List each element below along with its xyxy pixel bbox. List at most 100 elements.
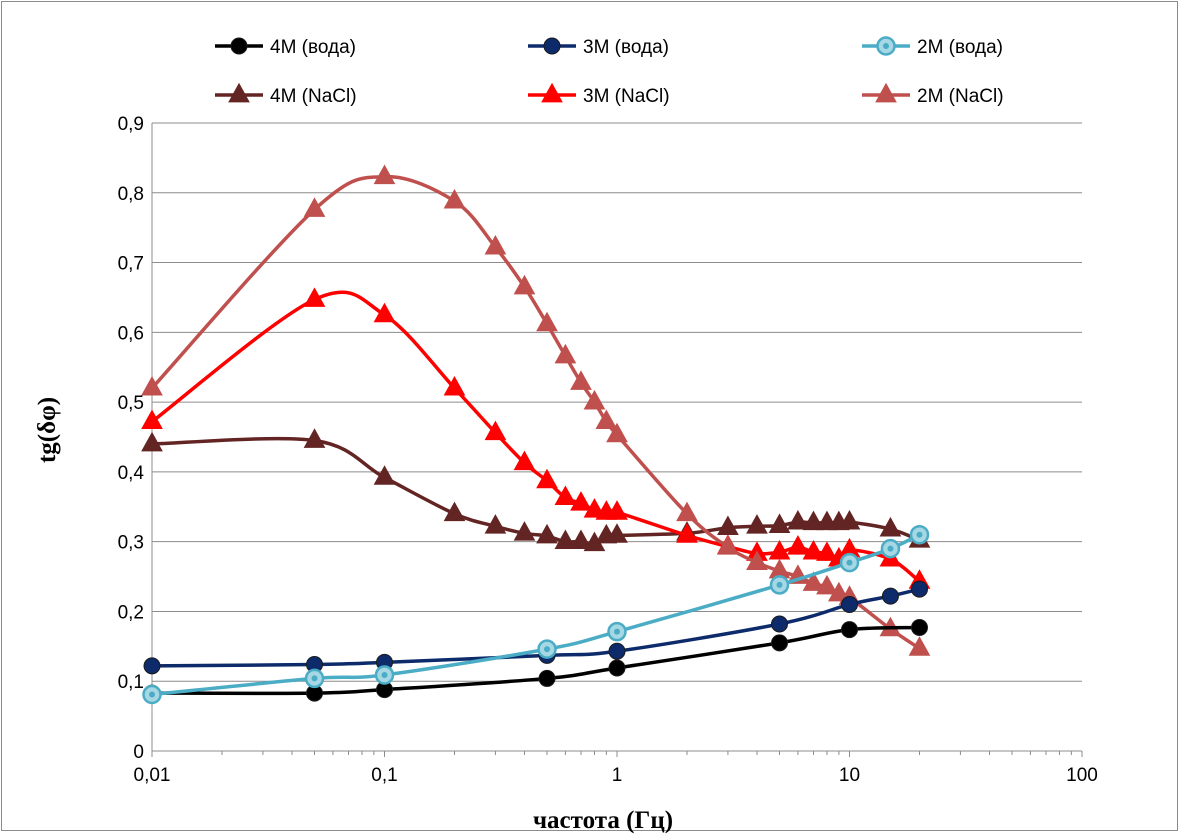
data-point-center xyxy=(544,646,551,653)
data-point xyxy=(841,621,858,639)
data-point xyxy=(554,529,577,550)
data-point xyxy=(676,523,698,543)
data-point xyxy=(536,311,558,332)
grid-lines xyxy=(152,122,1082,682)
data-point xyxy=(141,375,163,396)
y-tick-label: 0,4 xyxy=(118,463,145,484)
data-point xyxy=(608,659,626,677)
legend-marker-center xyxy=(883,43,889,49)
data-point xyxy=(606,422,628,443)
series-1 xyxy=(143,618,928,702)
data-point xyxy=(484,235,507,255)
legend-marker xyxy=(230,37,248,55)
legend-item: 3M (NaCl) xyxy=(528,82,670,107)
data-point xyxy=(879,516,902,537)
data-point xyxy=(787,535,809,555)
series-6 xyxy=(141,164,931,656)
x-tick-label: 10 xyxy=(839,765,860,786)
data-point xyxy=(554,343,577,364)
x-tick-label: 1 xyxy=(612,765,623,786)
data-point xyxy=(802,539,825,560)
series-2 xyxy=(143,580,928,675)
y-tick-label: 0,6 xyxy=(118,323,144,344)
legend-item: 3M (вода) xyxy=(528,37,669,58)
x-tick-label: 100 xyxy=(1066,765,1098,786)
data-point xyxy=(608,642,626,660)
data-point xyxy=(141,431,163,452)
y-axis-title: tg(δφ) xyxy=(34,397,61,463)
legend-label: 4M (NaCl) xyxy=(270,86,357,107)
data-point xyxy=(595,409,618,429)
legend: 4M (вода) 3M (вода) 2M (вода) 4M (NaCl) 3M (… xyxy=(215,36,1004,107)
data-point-center xyxy=(381,671,388,678)
y-tick-label: 0,2 xyxy=(118,602,144,623)
data-point xyxy=(513,521,536,541)
data-point xyxy=(908,636,931,656)
legend-label: 3M (NaCl) xyxy=(583,86,670,107)
series-3 xyxy=(142,524,930,705)
data-point xyxy=(816,541,838,561)
data-point xyxy=(802,571,825,591)
data-point xyxy=(841,595,858,613)
data-point xyxy=(484,420,507,441)
data-point xyxy=(303,428,326,448)
data-point-center xyxy=(887,545,894,552)
data-point xyxy=(881,587,899,605)
data-point xyxy=(717,535,739,555)
data-point xyxy=(536,468,558,489)
data-point xyxy=(554,485,577,506)
y-tick-label: 0,1 xyxy=(118,672,144,693)
y-tick-labels: 0 0,1 0,2 0,3 0,4 0,5 0,6 0,7 0,8 0,9 xyxy=(118,114,145,763)
legend-item: 4M (NaCl) xyxy=(215,82,357,107)
data-point-center xyxy=(846,559,853,566)
y-tick-label: 0 xyxy=(133,742,144,763)
data-point xyxy=(802,510,825,531)
data-point xyxy=(443,188,466,209)
data-point xyxy=(373,465,396,485)
x-tick-label: 0,01 xyxy=(134,765,171,786)
data-point xyxy=(746,550,768,570)
data-point xyxy=(373,164,396,185)
legend-item: 4M (вода) xyxy=(215,37,356,58)
series-group xyxy=(141,164,931,705)
data-point xyxy=(141,409,163,429)
data-point xyxy=(570,529,592,550)
series-line xyxy=(150,290,921,583)
x-tick-labels: 0,01 0,1 1 10 100 xyxy=(134,765,1098,786)
data-point xyxy=(484,514,507,534)
data-point-center xyxy=(614,628,620,635)
legend-marker xyxy=(543,37,561,55)
data-point xyxy=(768,513,791,533)
data-point xyxy=(838,509,861,530)
y-tick-label: 0,3 xyxy=(118,533,144,554)
y-tick-label: 0,5 xyxy=(118,393,144,414)
data-point xyxy=(513,274,536,295)
data-point xyxy=(373,302,396,323)
legend-marker xyxy=(875,82,897,103)
data-point xyxy=(910,580,928,598)
data-point xyxy=(816,574,838,595)
data-point xyxy=(910,618,928,636)
data-point xyxy=(538,669,556,687)
data-point xyxy=(583,389,606,410)
series-4 xyxy=(141,428,931,552)
data-point xyxy=(606,500,628,520)
legend-marker xyxy=(228,82,250,103)
data-point xyxy=(570,491,592,511)
series-line xyxy=(151,587,920,668)
data-point xyxy=(303,197,326,217)
legend-item: 2M (вода) xyxy=(862,36,1003,58)
y-tick-label: 0,7 xyxy=(118,254,144,275)
y-tick-label: 0,8 xyxy=(118,184,144,205)
legend-marker xyxy=(541,82,563,103)
y-tick-label: 0,9 xyxy=(118,114,144,135)
data-point xyxy=(676,501,698,522)
legend-label: 2M (NaCl) xyxy=(917,86,1004,107)
legend-label: 2M (вода) xyxy=(917,37,1003,58)
data-point xyxy=(443,501,466,522)
data-point xyxy=(606,523,628,543)
legend-label: 3M (вода) xyxy=(583,37,669,58)
data-point xyxy=(771,615,789,633)
legend-label: 4M (вода) xyxy=(270,37,356,58)
